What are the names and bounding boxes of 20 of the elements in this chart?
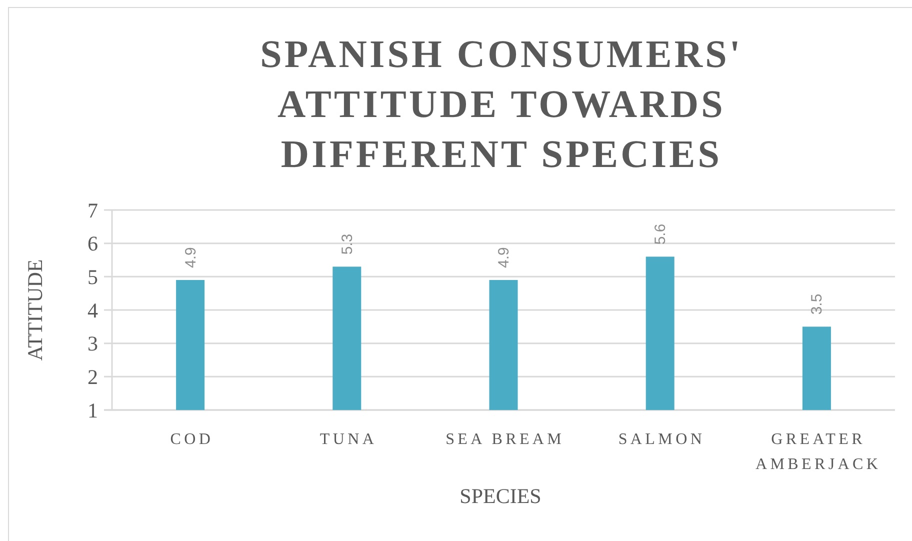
y-tick-label: 5: [88, 265, 98, 290]
x-tick-label: TUNA: [320, 431, 378, 448]
x-tick-label: SEA BREAM: [446, 431, 565, 448]
chart-title: SPANISH CONSUMERS' ATTITUDE TOWARDS DIFFERENT SPECIES: [260, 33, 743, 176]
y-tick-label: 6: [88, 232, 98, 256]
x-axis-title: SPECIES: [460, 484, 542, 508]
x-tick-label: GREATER AMBERJACK: [755, 431, 882, 473]
x-tick-label: SALMON: [618, 431, 706, 448]
y-tick-label: 4: [88, 298, 98, 322]
y-tick-label: 2: [88, 365, 98, 390]
y-tick-label: 3: [88, 332, 98, 356]
y-tick-label: 1: [88, 398, 98, 422]
data-label: 5.3: [338, 234, 356, 255]
x-tick-label: COD: [170, 431, 214, 448]
data-label: 4.9: [182, 247, 200, 268]
data-label: 5.6: [652, 224, 670, 245]
y-tick-label: 7: [88, 198, 98, 222]
data-label: 3.5: [808, 294, 826, 315]
data-label: 4.9: [496, 247, 512, 268]
y-axis-title: ATTITUDE: [23, 259, 47, 361]
